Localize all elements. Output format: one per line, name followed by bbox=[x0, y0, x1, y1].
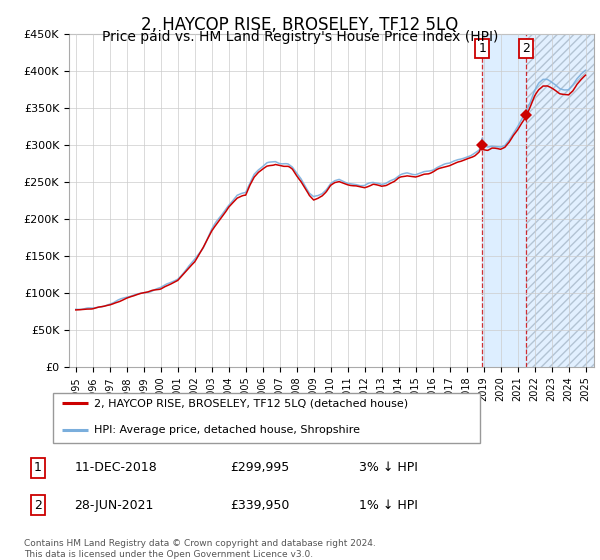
Text: 1: 1 bbox=[34, 461, 42, 474]
Text: Price paid vs. HM Land Registry's House Price Index (HPI): Price paid vs. HM Land Registry's House … bbox=[102, 30, 498, 44]
Text: 11-DEC-2018: 11-DEC-2018 bbox=[74, 461, 157, 474]
Text: £299,995: £299,995 bbox=[230, 461, 290, 474]
Text: HPI: Average price, detached house, Shropshire: HPI: Average price, detached house, Shro… bbox=[94, 425, 360, 435]
Text: 2: 2 bbox=[34, 499, 42, 512]
FancyBboxPatch shape bbox=[53, 393, 480, 443]
Text: £339,950: £339,950 bbox=[230, 499, 290, 512]
Text: 2, HAYCOP RISE, BROSELEY, TF12 5LQ: 2, HAYCOP RISE, BROSELEY, TF12 5LQ bbox=[142, 16, 458, 34]
Text: 28-JUN-2021: 28-JUN-2021 bbox=[74, 499, 154, 512]
Bar bbox=[482, 34, 526, 367]
Bar bbox=[526, 34, 594, 367]
Text: 1% ↓ HPI: 1% ↓ HPI bbox=[359, 499, 418, 512]
Text: 3% ↓ HPI: 3% ↓ HPI bbox=[359, 461, 418, 474]
Text: 2, HAYCOP RISE, BROSELEY, TF12 5LQ (detached house): 2, HAYCOP RISE, BROSELEY, TF12 5LQ (deta… bbox=[94, 399, 409, 408]
Text: Contains HM Land Registry data © Crown copyright and database right 2024.
This d: Contains HM Land Registry data © Crown c… bbox=[24, 539, 376, 559]
Text: 2: 2 bbox=[522, 42, 530, 55]
Text: 1: 1 bbox=[478, 42, 486, 55]
